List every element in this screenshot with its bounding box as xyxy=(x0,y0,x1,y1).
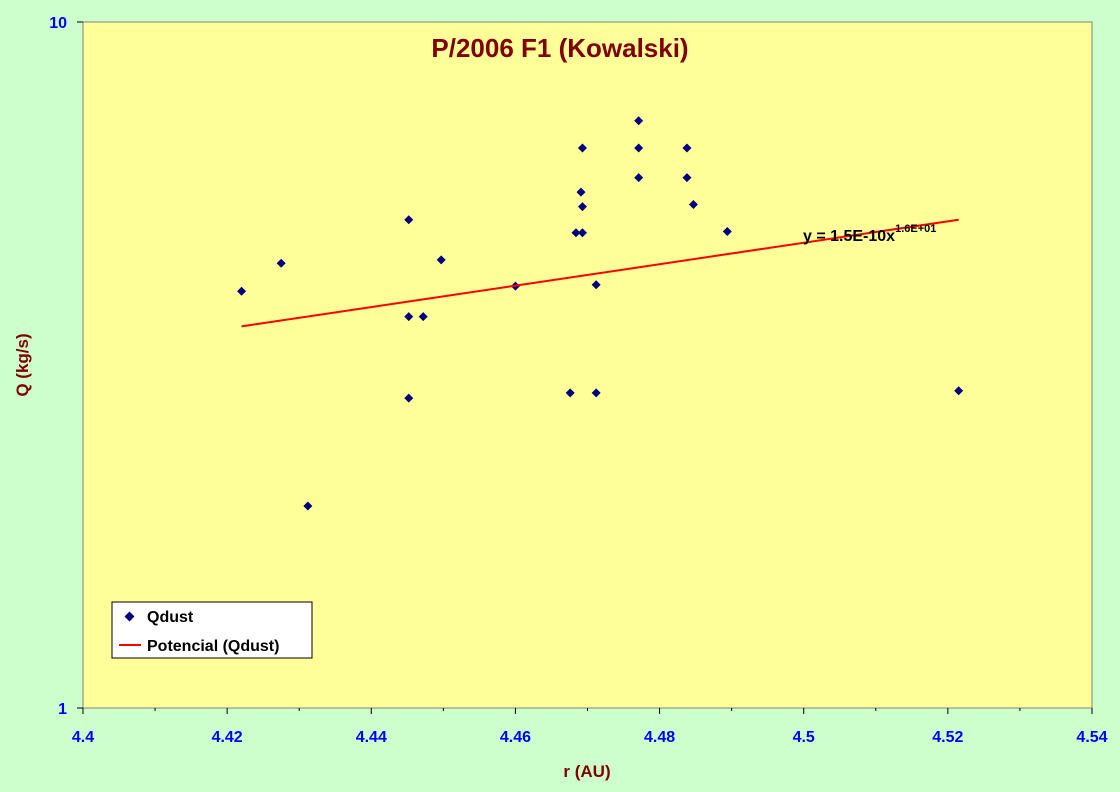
data-point xyxy=(576,187,586,197)
legend: Qdust Potencial (Qdust) xyxy=(111,601,313,659)
x-tick-label: 4.48 xyxy=(644,729,675,746)
legend-label-trendline: Potencial (Qdust) xyxy=(147,638,279,655)
trendline-equation: y = 1.5E-10x1.6E+01 xyxy=(803,223,936,245)
trendline xyxy=(241,218,959,328)
data-point xyxy=(577,143,587,153)
data-point xyxy=(591,280,601,290)
x-tick-label: 4.54 xyxy=(1076,729,1107,746)
x-tick-label: 4.42 xyxy=(212,729,243,746)
x-tick-label: 4.5 xyxy=(793,729,815,746)
data-point xyxy=(418,312,428,322)
equation-exponent: 1.6E+01 xyxy=(895,223,936,235)
y-tick-label: 10 xyxy=(49,15,67,32)
y-tick-label: 1 xyxy=(58,701,67,718)
data-point xyxy=(404,393,414,403)
plot-area xyxy=(82,21,1093,709)
y-axis-title: Q (kg/s) xyxy=(13,333,32,396)
data-point xyxy=(404,312,414,322)
chart-marks xyxy=(237,116,964,511)
data-point xyxy=(303,501,313,511)
data-point xyxy=(237,286,247,296)
data-point xyxy=(634,173,644,183)
data-point xyxy=(688,199,698,209)
legend-box xyxy=(111,601,313,659)
data-point xyxy=(634,116,644,126)
x-axis-title: r (AU) xyxy=(563,762,610,781)
data-point xyxy=(722,227,732,237)
data-point xyxy=(404,215,414,225)
data-point xyxy=(591,388,601,398)
data-point xyxy=(682,143,692,153)
equation-base: y = 1.5E-10x xyxy=(803,228,895,245)
data-point xyxy=(577,202,587,212)
data-point xyxy=(577,228,587,238)
x-axis-ticks: 4.4 4.42 4.44 4.46 4.48 4.5 4.52 4.54 xyxy=(72,708,1108,746)
data-point xyxy=(954,386,964,396)
x-tick-label: 4.4 xyxy=(72,729,94,746)
legend-marker-qdust xyxy=(124,611,135,622)
data-point xyxy=(276,258,286,268)
data-point xyxy=(436,255,446,265)
x-tick-label: 4.52 xyxy=(932,729,963,746)
data-point xyxy=(565,388,575,398)
x-tick-label: 4.44 xyxy=(356,729,387,746)
data-point xyxy=(571,228,581,238)
x-tick-label: 4.46 xyxy=(500,729,531,746)
data-point xyxy=(634,143,644,153)
legend-label-qdust: Qdust xyxy=(147,609,194,626)
y-axis-ticks: 1 10 xyxy=(49,15,83,718)
data-point xyxy=(682,173,692,183)
chart-title: P/2006 F1 (Kowalski) xyxy=(431,33,688,63)
